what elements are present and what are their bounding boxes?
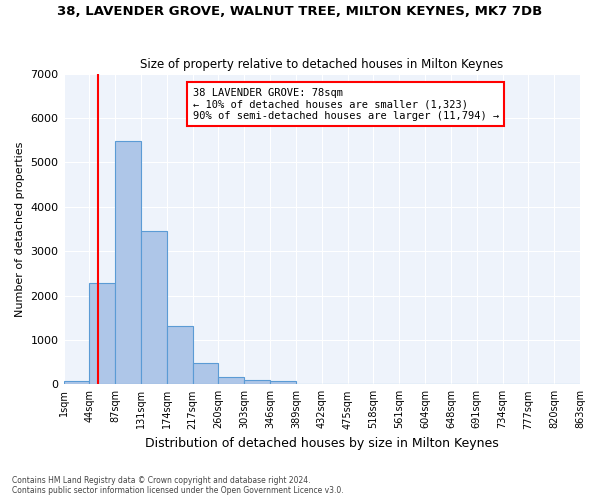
Text: 38 LAVENDER GROVE: 78sqm
← 10% of detached houses are smaller (1,323)
90% of sem: 38 LAVENDER GROVE: 78sqm ← 10% of detach…: [193, 88, 499, 120]
Text: Contains HM Land Registry data © Crown copyright and database right 2024.
Contai: Contains HM Land Registry data © Crown c…: [12, 476, 344, 495]
X-axis label: Distribution of detached houses by size in Milton Keynes: Distribution of detached houses by size …: [145, 437, 499, 450]
Bar: [89, 283, 115, 384]
Bar: [64, 381, 89, 384]
Title: Size of property relative to detached houses in Milton Keynes: Size of property relative to detached ho…: [140, 58, 503, 71]
Bar: [167, 326, 193, 384]
Y-axis label: Number of detached properties: Number of detached properties: [15, 141, 25, 316]
Bar: [141, 231, 167, 384]
Bar: [244, 380, 270, 384]
Bar: [270, 382, 296, 384]
Bar: [193, 364, 218, 384]
Bar: [115, 141, 141, 384]
Bar: [218, 377, 244, 384]
Text: 38, LAVENDER GROVE, WALNUT TREE, MILTON KEYNES, MK7 7DB: 38, LAVENDER GROVE, WALNUT TREE, MILTON …: [58, 5, 542, 18]
